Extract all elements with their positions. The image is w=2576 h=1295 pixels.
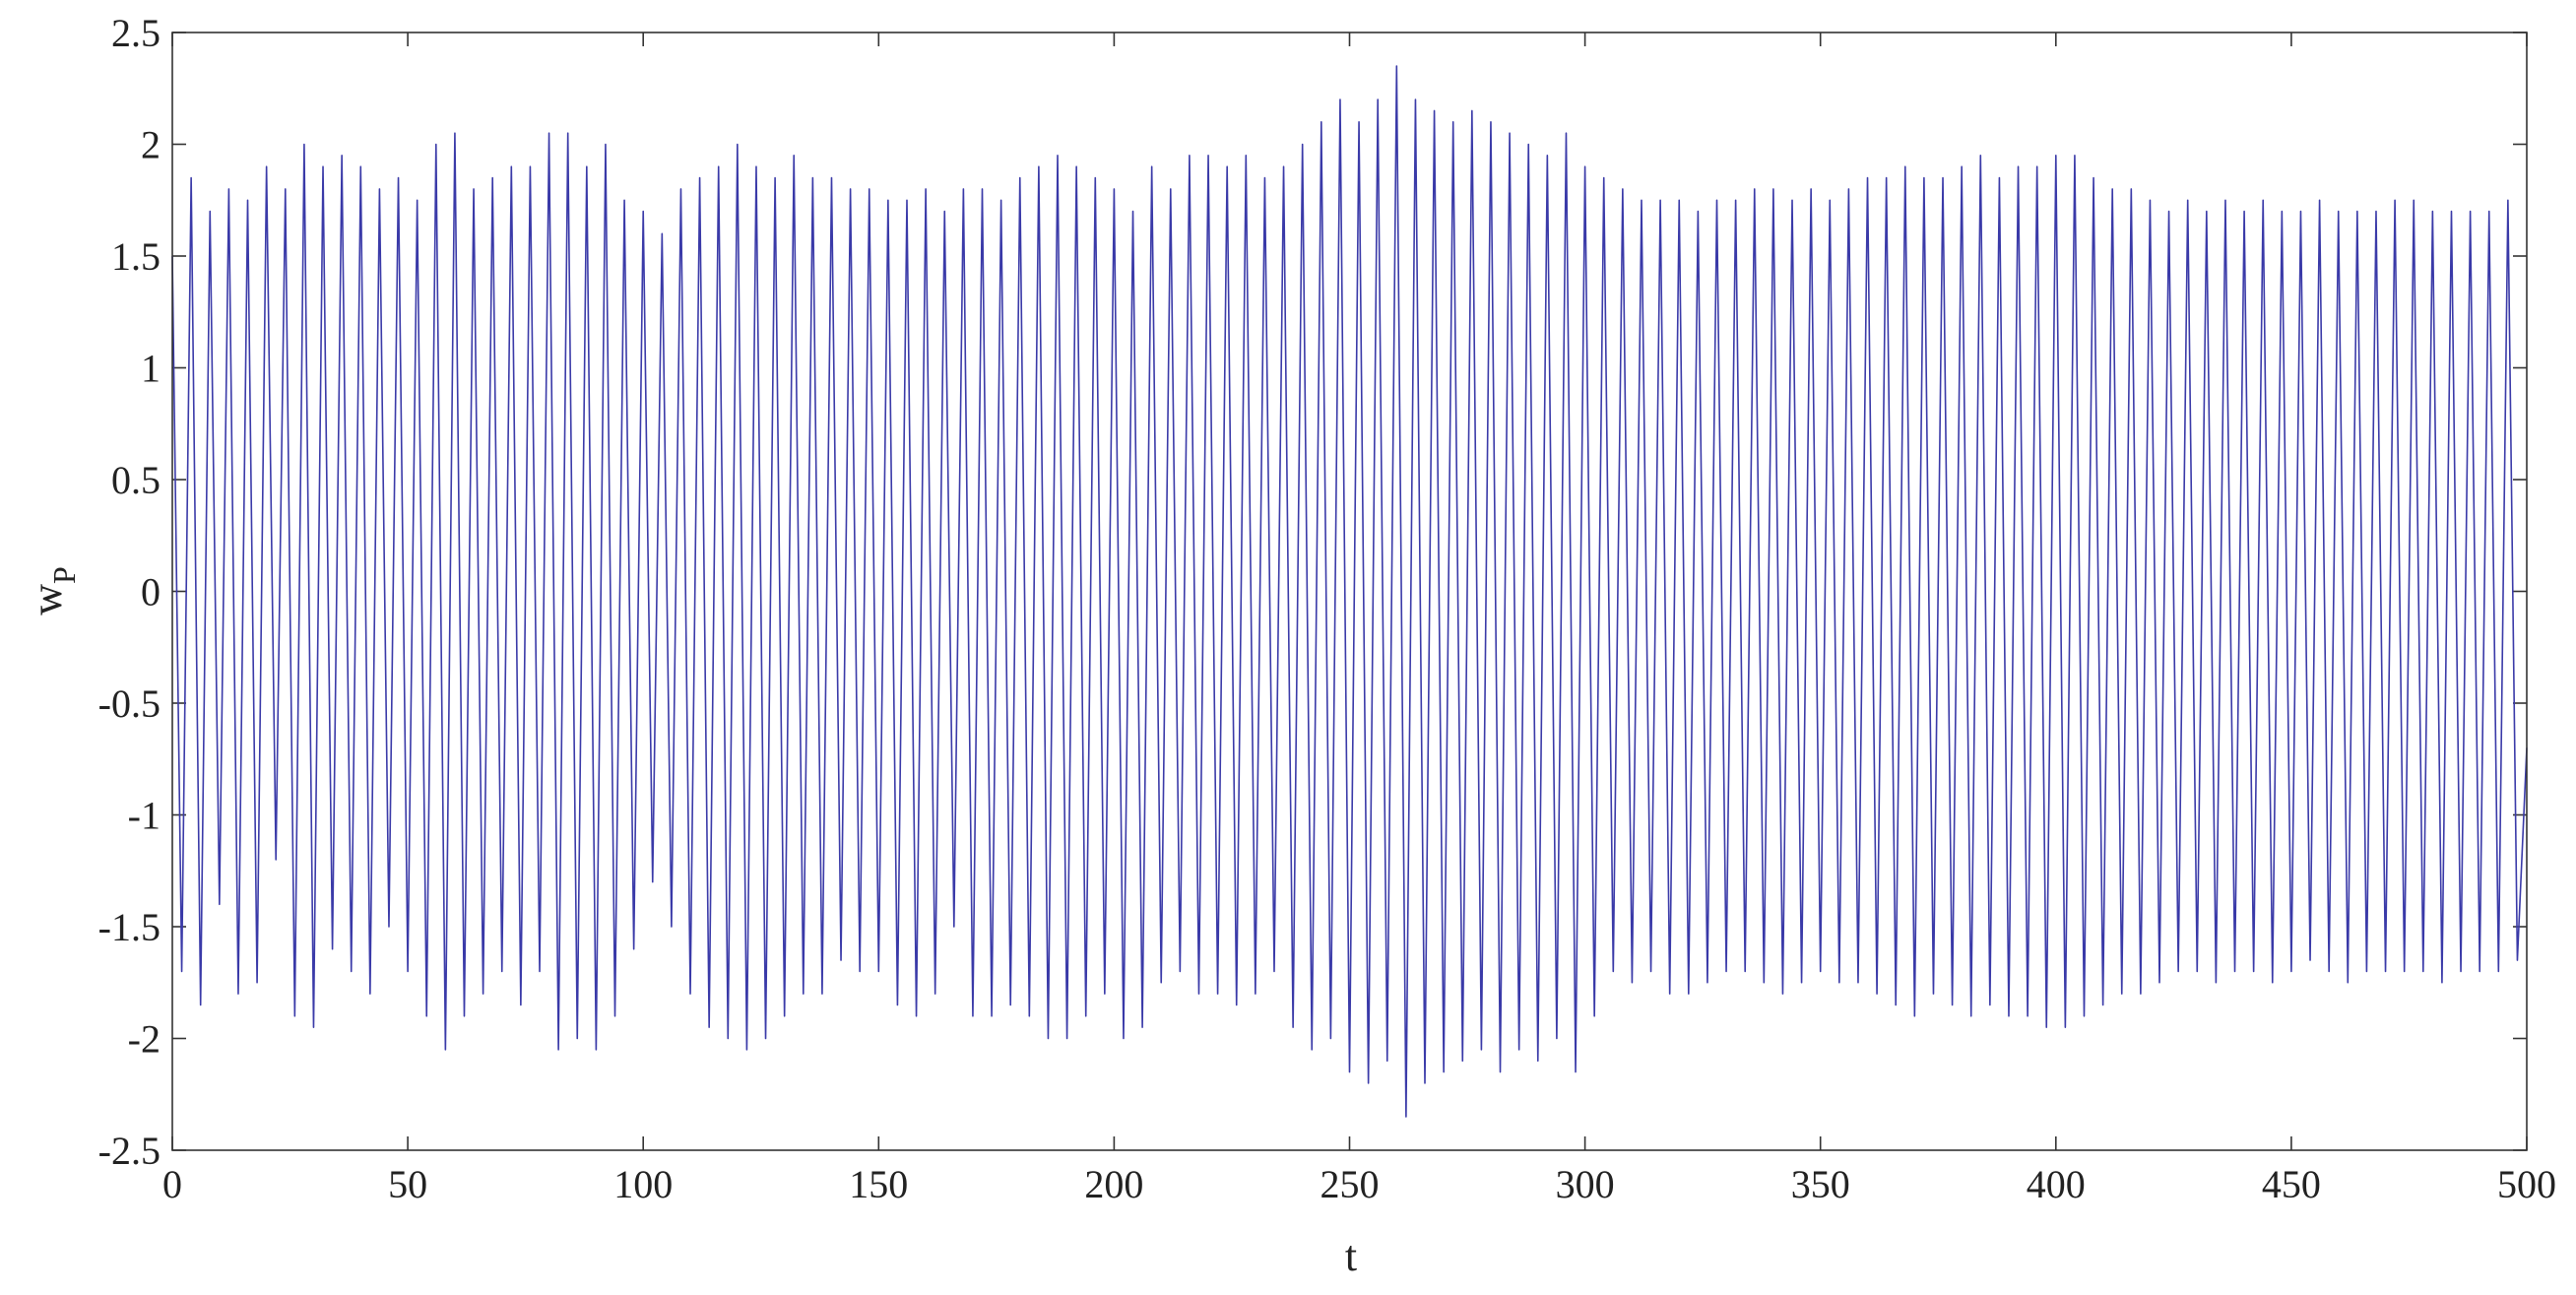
x-tick-label: 500 — [2497, 1162, 2556, 1206]
x-tick-label: 50 — [388, 1162, 427, 1206]
x-tick-label: 450 — [2262, 1162, 2321, 1206]
y-axis-label-group: wP — [23, 566, 82, 615]
x-tick-label: 150 — [849, 1162, 908, 1206]
y-axis-label: wP — [23, 566, 82, 615]
x-tick-label: 0 — [162, 1162, 182, 1206]
y-tick-label: -1.5 — [98, 905, 161, 949]
y-tick-label: 2 — [141, 123, 161, 167]
x-tick-label: 400 — [2027, 1162, 2086, 1206]
data-line — [171, 65, 2528, 1118]
y-tick-label: 2.5 — [111, 11, 161, 55]
y-tick-label: -2.5 — [98, 1129, 161, 1173]
y-axis-label-subscript: P — [46, 566, 82, 584]
y-tick-label: -2 — [128, 1017, 161, 1062]
y-tick-label: 1 — [141, 347, 161, 391]
x-axis-label: t — [1345, 1232, 1357, 1280]
y-tick-label: -0.5 — [98, 681, 161, 726]
y-axis-label-main: w — [23, 584, 71, 615]
y-tick-label: 0 — [141, 570, 161, 615]
x-tick-label: 100 — [613, 1162, 673, 1206]
y-tick-label: -1 — [128, 794, 161, 838]
x-tick-label: 300 — [1556, 1162, 1615, 1206]
x-tick-label: 250 — [1320, 1162, 1380, 1206]
plot-frame — [171, 32, 2528, 1151]
x-tick-label: 350 — [1791, 1162, 1850, 1206]
y-tick-label: 0.5 — [111, 458, 161, 502]
x-tick-label: 200 — [1084, 1162, 1143, 1206]
y-tick-label: 1.5 — [111, 234, 161, 279]
